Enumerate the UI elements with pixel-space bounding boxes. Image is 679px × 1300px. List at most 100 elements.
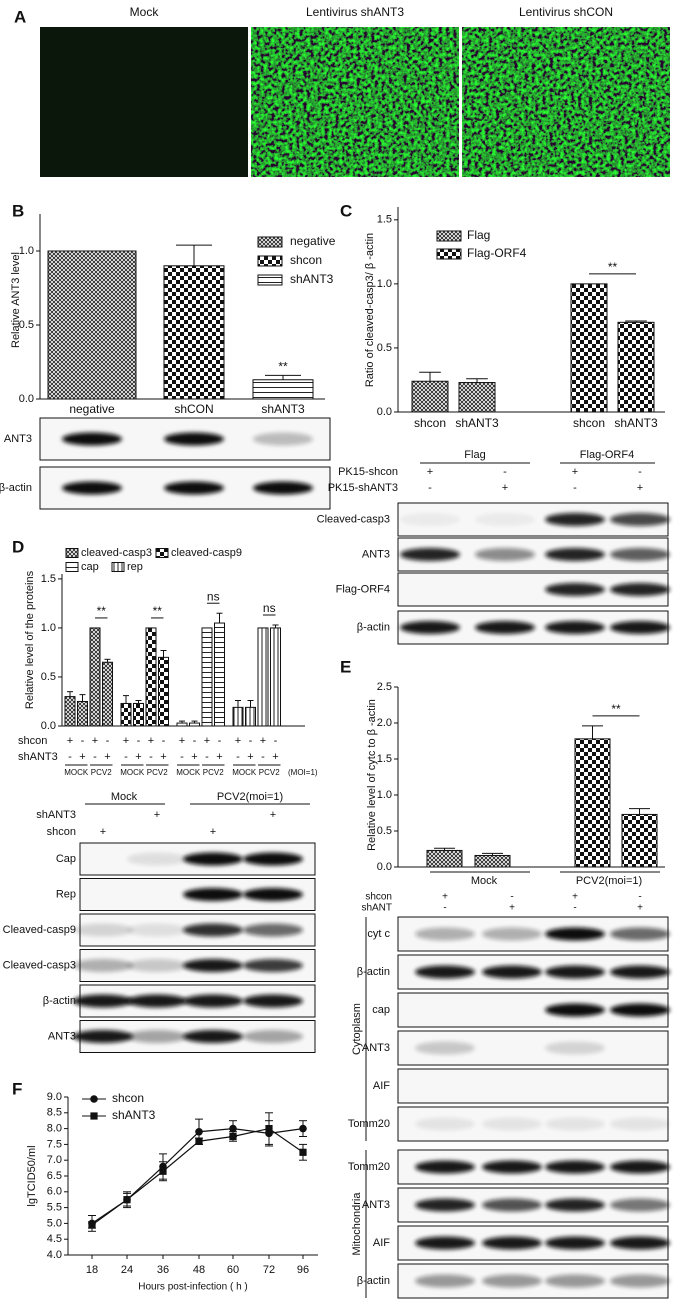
blot-band (545, 513, 605, 526)
bar (201, 627, 213, 727)
sign: + (427, 466, 433, 478)
sign: - (124, 751, 128, 763)
y-tick-label: 0.0 (377, 406, 392, 418)
group-sublabel: MOCK (64, 768, 89, 777)
blot-label: β-actin (43, 995, 76, 1007)
blot-band (475, 621, 535, 634)
blot-band (73, 1030, 133, 1043)
bar (232, 706, 244, 727)
bar (245, 706, 256, 727)
blot-band (545, 583, 605, 596)
blot-band (164, 432, 224, 446)
legend-label: shANT3 (290, 272, 334, 286)
sign: + (104, 751, 110, 763)
blot-band (127, 923, 187, 937)
y-tick-label: 7.0 (47, 1154, 62, 1166)
y-tick-label: 2.0 (377, 717, 392, 729)
bar (89, 627, 101, 727)
sign: + (204, 735, 210, 747)
group-sublabel: MOCK (120, 768, 145, 777)
condition-label: shcon (18, 735, 47, 747)
blot-band (610, 621, 670, 634)
blot-band (183, 994, 243, 1008)
y-tick-label: 0.5 (377, 825, 392, 837)
x-tick-label: shCON (174, 402, 213, 416)
blot-band (415, 1160, 475, 1174)
legend-swatch (65, 562, 79, 572)
bar (77, 700, 88, 727)
x-axis-title: Hours post-infection ( h ) (138, 1282, 248, 1293)
blot-band (253, 481, 313, 495)
panel-letter: C (340, 201, 352, 220)
y-axis-title: Ratio of cleaved-casp3/ β -actin (364, 233, 376, 387)
blot-label: Rep (56, 888, 76, 900)
sign: + (160, 751, 166, 763)
y-tick-label: 5.5 (47, 1202, 62, 1214)
blot-band (243, 994, 303, 1008)
condition-label: shANT3 (18, 751, 58, 763)
sign: + (270, 809, 276, 821)
blot-band (610, 583, 670, 596)
y-tick-label: 4.5 (47, 1233, 62, 1245)
point (195, 1137, 203, 1145)
x-tick-label: 24 (121, 1264, 133, 1276)
y-tick-label: 9.0 (47, 1091, 62, 1103)
sign: - (638, 466, 642, 478)
blot-band (415, 1117, 475, 1131)
condition-label: PK15-shcon (338, 466, 398, 478)
blot-band (183, 888, 243, 901)
blot-label: ANT3 (48, 1030, 76, 1042)
group-sublabel: PCV2 (259, 768, 280, 777)
y-axis-title: Relative level of cytc to β -actin (366, 699, 378, 851)
sign: - (81, 735, 85, 747)
bar (458, 382, 496, 413)
blot-band (545, 927, 605, 941)
blot-band (545, 1041, 605, 1055)
blot-band (545, 548, 605, 561)
sign: - (428, 482, 432, 494)
blot-label: β-actin (357, 621, 390, 633)
point (123, 1196, 131, 1204)
blot-band (415, 1236, 475, 1250)
sign: - (573, 903, 576, 914)
legend-label: negative (290, 234, 336, 248)
blot-band (610, 548, 670, 561)
blot-band (482, 1117, 542, 1131)
legend-label: cap (81, 561, 99, 573)
blot-band (610, 965, 670, 979)
blot-band (183, 923, 243, 937)
condition-label: shcon (365, 892, 392, 903)
group-sublabel: PCV2 (147, 768, 168, 777)
blot-label: ANT3 (4, 433, 32, 445)
sign: - (510, 892, 513, 903)
blot-band (243, 1030, 303, 1043)
bar (145, 627, 157, 727)
x-tick-label: 72 (263, 1264, 275, 1276)
bar (617, 321, 655, 413)
group-label: PCV2(moi=1) (217, 791, 283, 803)
legend-swatch (111, 562, 125, 572)
sign: - (573, 482, 577, 494)
legend-label: shcon (290, 253, 322, 267)
group-label: Mock (111, 791, 138, 803)
x-tick-label: shcon (573, 416, 605, 430)
bar (47, 250, 137, 400)
group-sublabel: MOCK (176, 768, 201, 777)
y-tick-label: 1.0 (377, 278, 392, 290)
bar (411, 380, 449, 413)
legend-swatch (257, 236, 283, 248)
blot-band (545, 965, 605, 979)
bar (621, 813, 658, 868)
sign: + (67, 735, 73, 747)
sign: + (100, 826, 106, 838)
sign: + (135, 751, 141, 763)
sign: - (261, 751, 265, 763)
blot-band (415, 1198, 475, 1212)
sign: + (637, 482, 643, 494)
sign: + (79, 751, 85, 763)
x-tick-label: 96 (297, 1264, 309, 1276)
blot-label: Cleaved-casp3 (317, 513, 390, 525)
panel-letter: A (14, 7, 26, 26)
legend-label: Flag (467, 228, 490, 242)
blot-band (415, 1041, 475, 1055)
